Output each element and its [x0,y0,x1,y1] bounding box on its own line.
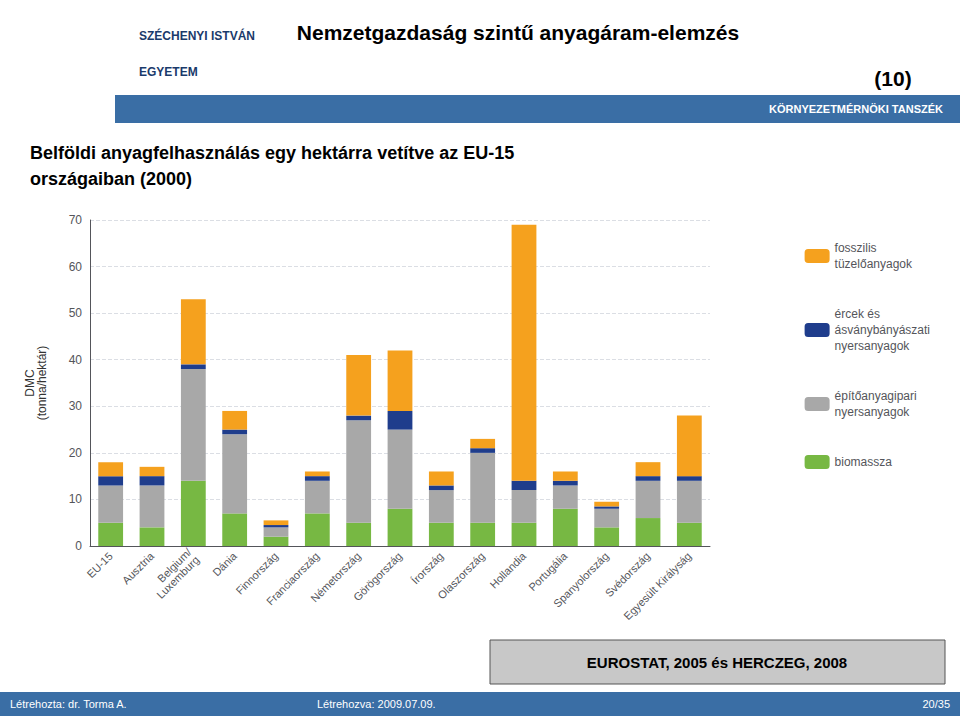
svg-text:Egyesült Királyság: Egyesült Királyság [621,550,693,622]
svg-text:Nemzetgazdaság szintű anyagára: Nemzetgazdaság szintű anyagáram-elemzés [297,21,739,44]
svg-text:(tonna/hektár): (tonna/hektár) [35,346,49,421]
svg-text:Svédország: Svédország [602,549,653,600]
svg-text:ércek és: ércek és [835,307,880,321]
svg-text:0: 0 [75,539,82,553]
svg-text:Ausztria: Ausztria [120,549,157,586]
svg-text:nyersanyagok: nyersanyagok [835,405,911,419]
svg-text:Létrehozta: dr. Torma A.: Létrehozta: dr. Torma A. [10,698,127,710]
svg-text:30: 30 [69,399,83,413]
svg-text:Franciaország: Franciaország [263,549,322,608]
svg-text:EGYETEM: EGYETEM [139,65,198,79]
svg-text:Luxemburg: Luxemburg [154,554,201,601]
svg-text:Írország: Írország [409,550,446,587]
svg-text:DMC: DMC [23,369,37,397]
svg-text:tüzelőanyagok: tüzelőanyagok [835,257,913,271]
svg-text:nyersanyagok: nyersanyagok [835,339,911,353]
svg-text:Dánia: Dánia [210,549,239,578]
svg-text:10: 10 [69,492,83,506]
svg-text:KÖRNYEZETMÉRNÖKI TANSZÉK: KÖRNYEZETMÉRNÖKI TANSZÉK [769,103,943,115]
svg-text:Finnország: Finnország [233,549,281,597]
svg-text:Németország: Németország [308,549,363,605]
svg-text:40: 40 [69,353,83,367]
svg-text:Portugália: Portugália [526,549,570,593]
svg-text:60: 60 [69,260,83,274]
svg-text:70: 70 [69,213,83,227]
svg-text:biomassza: biomassza [835,455,893,469]
svg-text:Létrehozva: 2009.07.09.: Létrehozva: 2009.07.09. [317,698,436,710]
svg-text:építőanyagipari: építőanyagipari [835,389,917,403]
svg-text:országaiban (2000): országaiban (2000) [30,169,192,189]
svg-text:20: 20 [69,446,83,460]
svg-text:Belföldi anyagfelhasználás egy: Belföldi anyagfelhasználás egy hektárra … [30,143,514,163]
svg-text:fosszilis: fosszilis [835,241,877,255]
svg-text:SZÉCHENYI ISTVÁN: SZÉCHENYI ISTVÁN [139,28,255,43]
svg-text:EU-15: EU-15 [84,550,115,581]
svg-text:Spanyolország: Spanyolország [551,550,611,610]
svg-text:EUROSTAT, 2005 és HERCZEG, 200: EUROSTAT, 2005 és HERCZEG, 2008 [587,654,847,671]
svg-text:50: 50 [69,306,83,320]
svg-text:(10): (10) [874,67,911,90]
svg-text:ásványbányászati: ásványbányászati [835,323,930,337]
svg-text:Görögország: Görögország [351,550,404,603]
svg-text:Olaszország: Olaszország [435,550,487,602]
svg-text:Belgium/: Belgium/ [155,545,194,585]
svg-text:Hollandia: Hollandia [487,549,528,590]
svg-text:20/35: 20/35 [922,698,950,710]
